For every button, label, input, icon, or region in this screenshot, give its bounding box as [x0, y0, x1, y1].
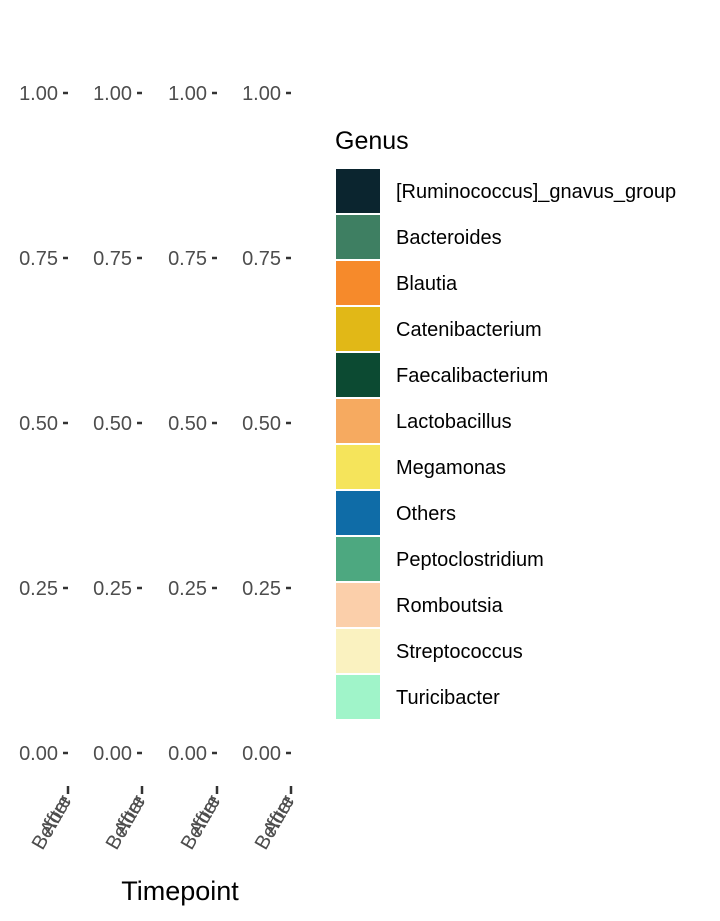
y-tick-label: 0.50	[242, 413, 281, 435]
legend-item: Turicibacter	[334, 673, 500, 721]
legend-swatch	[334, 627, 382, 675]
x-tick-label: After	[259, 791, 299, 839]
legend-item: Bacteroides	[334, 213, 502, 261]
x-axis-title: Timepoint	[121, 876, 239, 906]
legend-label: [Ruminococcus]_gnavus_group	[396, 181, 676, 203]
legend-item: [Ruminococcus]_gnavus_group	[334, 167, 676, 215]
x-tick-label: After	[110, 791, 150, 839]
y-tick-label: 0.75	[242, 248, 281, 270]
legend-label: Turicibacter	[396, 687, 500, 709]
y-tick-label: 0.50	[168, 413, 207, 435]
y-tick-label: 0.25	[93, 578, 132, 600]
legend-item: Blautia	[334, 259, 458, 307]
legend-swatch	[334, 305, 382, 353]
y-tick-label: 1.00	[168, 83, 207, 105]
legend-item: Streptococcus	[334, 627, 523, 675]
legend-swatch	[334, 443, 382, 491]
legend-label: Romboutsia	[396, 595, 504, 617]
y-tick-label: 1.00	[242, 83, 281, 105]
y-tick-label: 0.25	[168, 578, 207, 600]
y-tick-label: 0.75	[93, 248, 132, 270]
legend-swatch	[334, 673, 382, 721]
y-tick-label: 0.00	[242, 743, 281, 765]
y-tick-label: 0.00	[19, 743, 58, 765]
legend-swatch	[334, 581, 382, 629]
legend-item: Catenibacterium	[334, 305, 542, 353]
legend-label: Streptococcus	[396, 641, 523, 663]
legend-item: Lactobacillus	[334, 397, 512, 445]
legend-swatch	[334, 397, 382, 445]
legend-item: Others	[334, 489, 456, 537]
legend-swatch	[334, 351, 382, 399]
y-tick-label: 0.25	[242, 578, 281, 600]
legend-label: Others	[396, 503, 456, 525]
legend-item: Megamonas	[334, 443, 506, 491]
y-tick-label: 1.00	[19, 83, 58, 105]
facet-panels: 0.000.250.500.751.00BeforeAfter0.000.250…	[19, 83, 299, 854]
y-tick-label: 0.75	[168, 248, 207, 270]
legend-label: Catenibacterium	[396, 319, 542, 341]
y-tick-label: 0.50	[93, 413, 132, 435]
legend-item: Peptoclostridium	[334, 535, 544, 583]
y-tick-label: 0.50	[19, 413, 58, 435]
y-tick-label: 1.00	[93, 83, 132, 105]
y-tick-label: 0.75	[19, 248, 58, 270]
x-tick-label: After	[185, 791, 225, 839]
legend-label: Megamonas	[396, 457, 506, 479]
legend-label: Blautia	[396, 273, 458, 295]
legend-swatch	[334, 213, 382, 261]
x-tick-label: After	[36, 791, 76, 839]
legend: [Ruminococcus]_gnavus_group Bacteroides Bl…	[334, 167, 676, 721]
legend-label: Peptoclostridium	[396, 549, 544, 571]
legend-title: Genus	[335, 127, 409, 155]
legend-swatch	[334, 167, 382, 215]
legend-swatch	[334, 535, 382, 583]
y-tick-label: 0.25	[19, 578, 58, 600]
legend-label: Faecalibacterium	[396, 365, 548, 387]
legend-label: Lactobacillus	[396, 411, 512, 433]
y-tick-label: 0.00	[93, 743, 132, 765]
legend-item: Faecalibacterium	[334, 351, 548, 399]
legend-label: Bacteroides	[396, 227, 502, 249]
legend-swatch	[334, 259, 382, 307]
legend-item: Romboutsia	[334, 581, 504, 629]
y-tick-label: 0.00	[168, 743, 207, 765]
legend-swatch	[334, 489, 382, 537]
